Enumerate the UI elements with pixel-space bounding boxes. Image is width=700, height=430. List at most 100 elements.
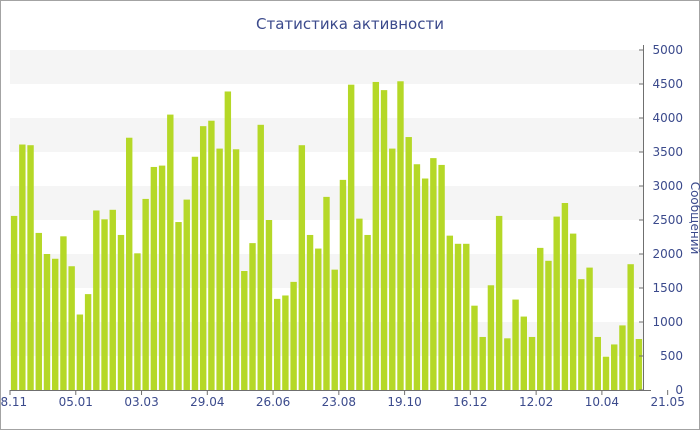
y-axis-label: Сообщений	[688, 182, 700, 255]
grid-band	[10, 50, 643, 84]
bar	[356, 218, 363, 390]
bar	[364, 234, 371, 390]
bar	[389, 148, 396, 390]
bar	[471, 305, 478, 390]
x-tick-label: 08.11	[0, 395, 27, 409]
bar	[512, 299, 519, 390]
bar	[282, 295, 289, 390]
bar	[101, 219, 108, 390]
bar	[208, 120, 215, 390]
grid-band	[10, 118, 643, 152]
bar	[224, 91, 232, 390]
x-tick-label: 19.10	[387, 395, 421, 409]
bar	[134, 253, 141, 390]
y-tick-label: 2500	[652, 213, 683, 227]
bar	[273, 298, 281, 390]
y-tick-label: 4000	[652, 111, 683, 125]
bar	[175, 222, 182, 390]
bar	[421, 178, 429, 390]
bar	[68, 266, 75, 390]
bar	[10, 215, 18, 390]
bar	[347, 84, 355, 391]
y-tick-label: 2000	[652, 247, 683, 261]
bar	[52, 258, 59, 390]
bar	[380, 90, 388, 391]
bar	[323, 196, 330, 390]
y-tick-label: 4500	[652, 77, 683, 91]
bar	[339, 179, 347, 390]
x-axis: 08.11 05.01 03.03 29.04 26.06 23.08 19.10 16.12…	[0, 390, 685, 409]
bar	[430, 158, 437, 390]
bar	[594, 336, 601, 390]
bar	[150, 166, 158, 390]
bar	[167, 114, 174, 390]
y-tick-label: 500	[660, 349, 683, 363]
bar	[216, 148, 223, 390]
bar	[611, 344, 618, 390]
bar	[586, 267, 593, 390]
bar	[199, 126, 207, 390]
bar	[528, 336, 536, 390]
bar	[438, 164, 445, 390]
x-tick-label: 10.04	[585, 395, 619, 409]
y-tick-label: 1000	[652, 315, 683, 329]
bar	[520, 316, 527, 390]
bar	[27, 145, 34, 390]
bar	[635, 339, 643, 390]
x-tick-label: 16.12	[453, 395, 487, 409]
chart-title: Статистика активности	[256, 15, 444, 33]
y-tick-label: 5000	[652, 43, 683, 57]
x-tick-label: 21.05	[650, 395, 684, 409]
bar	[117, 234, 125, 390]
bar	[191, 156, 199, 390]
bar	[126, 137, 133, 390]
bar	[35, 232, 42, 390]
bar	[43, 254, 51, 390]
bar	[578, 279, 585, 390]
bar	[504, 338, 511, 390]
bar	[495, 215, 503, 390]
bar	[60, 236, 67, 390]
bar	[627, 264, 634, 390]
bar	[158, 165, 166, 390]
bar	[602, 356, 610, 390]
x-tick-label: 23.08	[322, 395, 356, 409]
bar	[372, 81, 380, 391]
bar	[537, 247, 544, 390]
bar	[487, 285, 495, 390]
y-tick-label: 3500	[652, 145, 683, 159]
bar	[553, 216, 560, 390]
y-tick-label: 1500	[652, 281, 683, 295]
x-tick-label: 26.06	[256, 395, 290, 409]
bar	[183, 199, 190, 390]
bar	[479, 336, 486, 390]
bar	[241, 271, 248, 390]
x-tick-label: 29.04	[190, 395, 224, 409]
bar	[463, 243, 470, 390]
bar	[413, 164, 421, 390]
bar	[315, 248, 322, 390]
bar	[306, 234, 314, 390]
bar	[619, 325, 626, 390]
bar	[331, 269, 338, 390]
bar	[142, 198, 149, 390]
bar	[405, 137, 412, 390]
x-tick-label: 12.02	[519, 395, 553, 409]
bar	[454, 243, 462, 390]
bar	[19, 144, 26, 390]
bar	[397, 81, 404, 390]
bar	[232, 149, 240, 390]
bar	[265, 220, 273, 390]
bar	[93, 210, 100, 390]
bar	[84, 294, 92, 390]
y-tick-label: 3000	[652, 179, 683, 193]
bar	[290, 281, 297, 390]
bar	[76, 314, 84, 390]
bar	[561, 203, 569, 390]
y-tick-label: 0	[675, 383, 683, 397]
y-axis: 0 500 1000 1500 2000 2500 3000 3500 4000 4500 5000	[639, 43, 683, 397]
x-tick-label: 05.01	[59, 395, 93, 409]
bars	[10, 81, 643, 391]
x-tick-label: 03.03	[124, 395, 158, 409]
